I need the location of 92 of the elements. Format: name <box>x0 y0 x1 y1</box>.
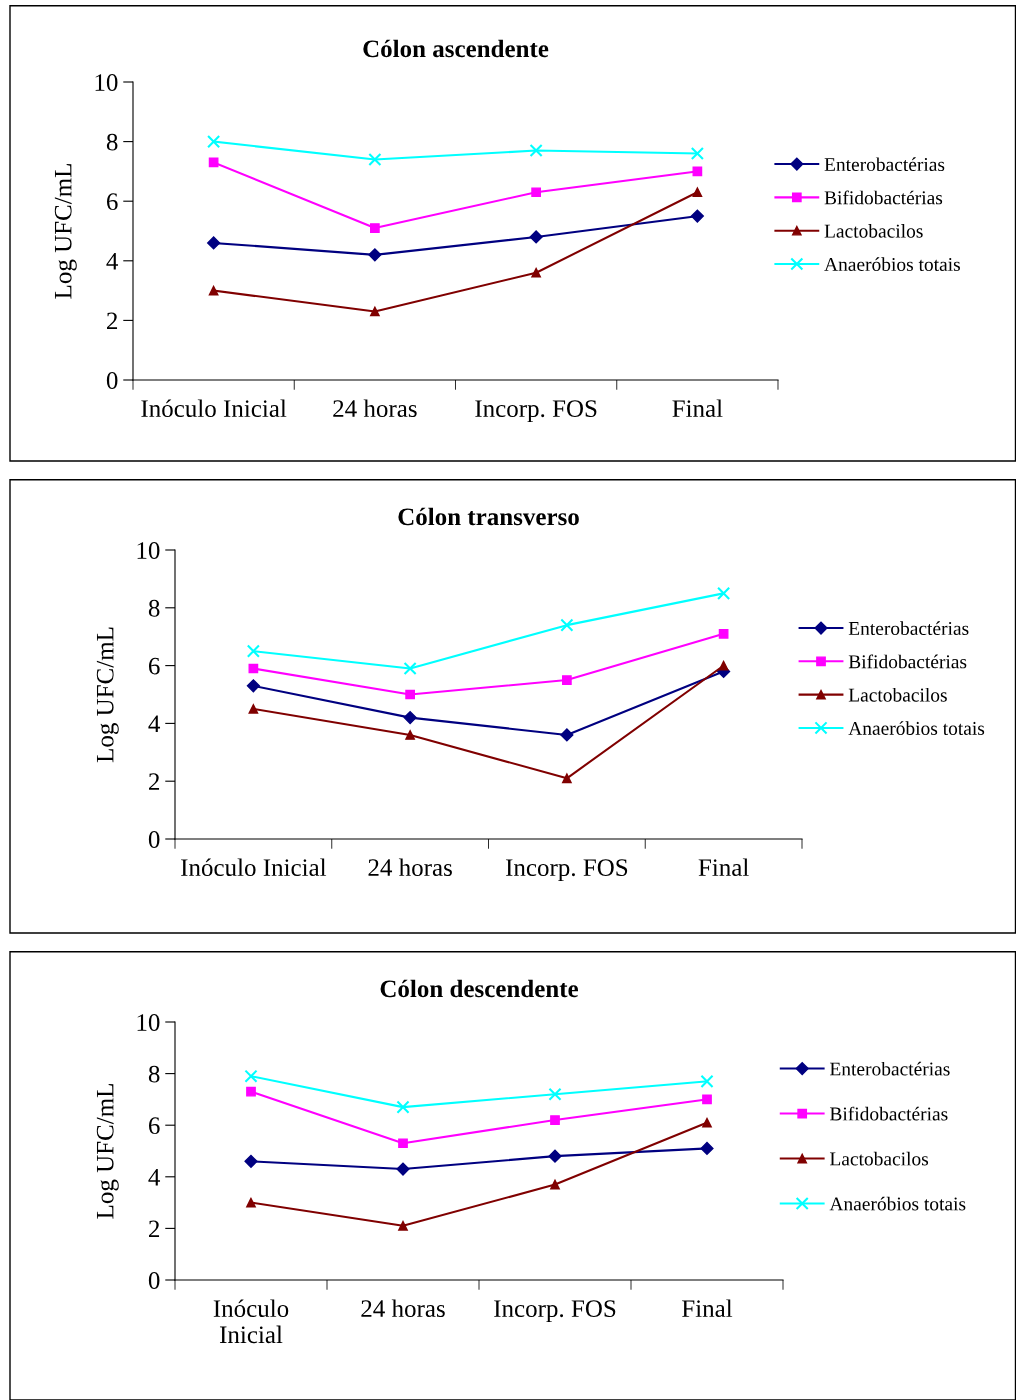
y-tick-label: 10 <box>95 74 118 91</box>
legend-label: Anaeróbios totais <box>824 257 960 271</box>
point <box>531 187 541 198</box>
point <box>405 730 415 740</box>
y-tick-label: 2 <box>107 312 118 330</box>
point <box>700 1074 714 1088</box>
y-tick-label: 4 <box>148 715 161 733</box>
point <box>690 209 704 223</box>
x-tick-label: 24 horas <box>333 399 417 418</box>
point <box>396 1162 410 1176</box>
y-tick-label: 10 <box>137 542 160 559</box>
x-tick-label: 24 horas <box>361 1299 445 1318</box>
point <box>531 267 541 278</box>
y-tick-label: 8 <box>148 599 160 617</box>
point <box>398 1138 408 1149</box>
point <box>248 704 259 714</box>
point <box>403 661 417 676</box>
y-tick-label: 6 <box>148 657 160 675</box>
legend-label: Bifidobactérias <box>824 190 943 205</box>
point <box>246 1086 256 1097</box>
point <box>718 628 729 639</box>
point <box>246 679 260 693</box>
y-tick-label: 0 <box>148 831 160 848</box>
point <box>550 1179 560 1190</box>
point <box>717 586 731 600</box>
point <box>692 187 703 198</box>
legend-label: Lactobacilos <box>829 1151 929 1166</box>
x-tick-label: Incorp. FOS <box>505 859 628 882</box>
chart-title: Cólon ascendente <box>363 39 549 58</box>
point <box>700 1141 714 1156</box>
y-tick-label: 0 <box>106 372 118 389</box>
y-axis-title: Log UFC/mL <box>96 1084 119 1219</box>
y-tick-label: 0 <box>148 1272 160 1289</box>
legend-label: Lactobacilos <box>848 687 947 702</box>
point <box>246 644 260 658</box>
point <box>702 1094 712 1105</box>
y-tick-label: 4 <box>106 253 119 270</box>
chart-title: Cólon transverso <box>398 507 579 526</box>
y-tick-label: 8 <box>106 133 118 151</box>
legend-label: Bifidobactérias <box>829 1106 948 1121</box>
legend-label: Anaeróbios totais <box>848 721 985 735</box>
point <box>398 1220 408 1231</box>
y-tick-label: 4 <box>148 1169 161 1186</box>
point <box>560 728 574 742</box>
point <box>405 689 415 700</box>
point <box>244 1069 258 1083</box>
chart-title: Cólon descendente <box>380 979 578 998</box>
point <box>246 1197 256 1208</box>
point <box>368 248 382 262</box>
point <box>370 306 380 317</box>
point <box>529 143 543 158</box>
x-tick-label: Final <box>698 858 749 877</box>
point <box>718 660 729 671</box>
point <box>370 223 380 233</box>
point <box>529 230 543 244</box>
point <box>244 1154 258 1168</box>
x-tick-label: Final <box>682 1299 733 1318</box>
point <box>562 773 572 784</box>
legend-label: Enterobactérias <box>824 157 945 172</box>
point <box>548 1149 562 1163</box>
point <box>702 1117 712 1128</box>
x-tick-label: Inóculo Inicial <box>181 858 327 877</box>
point <box>396 1100 410 1114</box>
x-tick-label: Incorp. FOS <box>475 400 597 423</box>
point <box>560 618 574 632</box>
point <box>550 1115 560 1125</box>
y-tick-label: 2 <box>149 773 160 790</box>
legend-label: Lactobacilos <box>824 224 923 238</box>
x-tick-label: 24 horas <box>368 858 452 877</box>
point <box>207 236 221 250</box>
y-axis-title: Log UFC/mL <box>54 164 77 299</box>
point <box>548 1087 562 1101</box>
x-tick-label: Inóculo Inicial <box>141 399 287 418</box>
y-tick-label: 2 <box>149 1220 160 1238</box>
point <box>207 135 221 149</box>
x-tick-label: Final <box>672 399 723 418</box>
legend-label: Anaeróbios totais <box>829 1196 966 1211</box>
x-tick-label: Incorp. FOS <box>494 1300 616 1323</box>
y-tick-label: 6 <box>106 193 118 211</box>
legend-label: Enterobactérias <box>848 621 969 636</box>
point <box>208 285 219 296</box>
point <box>403 711 417 725</box>
legend-label: Bifidobactérias <box>848 654 967 669</box>
point <box>562 675 572 685</box>
y-tick-label: 10 <box>137 1014 160 1031</box>
point <box>690 146 704 161</box>
legend-label: Enterobactérias <box>829 1061 950 1076</box>
y-tick-label: 8 <box>148 1065 160 1083</box>
point <box>368 152 382 167</box>
y-tick-label: 6 <box>148 1117 160 1135</box>
y-axis-title: Log UFC/mL <box>96 627 119 763</box>
x-tick-label: Inóculo Inicial <box>213 1299 289 1344</box>
